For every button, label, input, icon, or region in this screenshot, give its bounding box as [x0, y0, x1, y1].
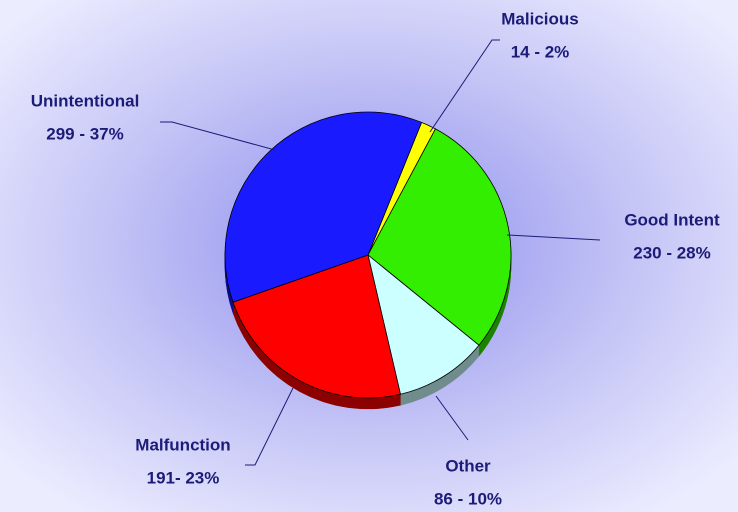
slice	[232, 254, 401, 399]
label-name: Malicious	[501, 9, 578, 28]
leader-line	[160, 121, 276, 151]
label-name: Unintentional	[31, 91, 140, 110]
leader-line	[506, 234, 601, 241]
label-value: 299 - 37%	[46, 124, 124, 143]
label-value: 191- 23%	[147, 468, 220, 487]
leader-line	[435, 395, 469, 441]
label-value: 14 - 2%	[511, 42, 570, 61]
leader-lines	[160, 39, 601, 466]
slice	[367, 253, 480, 395]
label-name: Other	[445, 456, 491, 475]
leader-line	[429, 39, 500, 133]
label-name: Good Intent	[624, 210, 720, 229]
slice	[224, 111, 423, 303]
leader-line	[245, 387, 294, 466]
label-name: Malfunction	[135, 435, 230, 454]
label-value: 86 - 10%	[434, 489, 502, 508]
slice	[367, 128, 512, 346]
label-value: 230 - 28%	[633, 243, 711, 262]
